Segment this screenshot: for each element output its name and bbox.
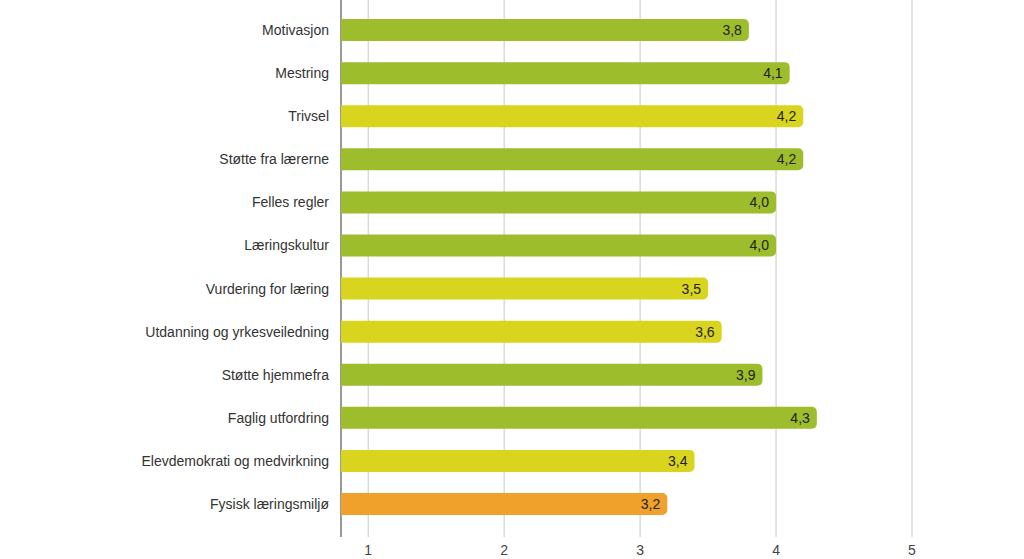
tick-label: 4 (772, 542, 780, 558)
labels: 3,8 Motivasjon 4,1 Mestring 4,2 Trivsel 4,2 Stø… (141, 22, 810, 512)
chart-svg: 1 2 3 4 5 3,8 Motivasjon 4,1 Mestring 4,2 Trivsel 4… (0, 0, 1024, 559)
grid-line (912, 0, 913, 537)
data-label: 3,9 (736, 367, 756, 383)
category-label: Mestring (275, 65, 329, 81)
tick-label: 3 (636, 542, 644, 558)
data-label: 4,2 (777, 108, 797, 124)
data-label: 3,8 (722, 22, 742, 38)
bar (341, 19, 749, 41)
bar (341, 493, 667, 515)
bar (341, 407, 817, 429)
tick-label: 2 (500, 542, 508, 558)
chart-container: 1 2 3 4 5 3,8 Motivasjon 4,1 Mestring 4,2 Trivsel 4… (0, 0, 1024, 559)
category-label: Støtte fra lærerne (219, 151, 329, 167)
category-label: Trivsel (288, 108, 329, 124)
category-label: Vurdering for læring (206, 281, 329, 297)
data-label: 4,3 (790, 410, 810, 426)
bar (341, 191, 776, 213)
data-label: 4,1 (763, 65, 783, 81)
data-label: 3,6 (695, 324, 715, 340)
category-label: Fysisk læringsmiljø (210, 496, 329, 512)
data-label: 3,2 (641, 496, 661, 512)
tick-label: 1 (364, 542, 372, 558)
bar (341, 234, 776, 256)
category-label: Støtte hjemmefra (222, 367, 330, 383)
axis-baseline (341, 537, 912, 538)
tick-label: 5 (908, 542, 916, 558)
bar (341, 62, 790, 84)
bar (341, 105, 803, 127)
category-label: Læringskultur (244, 237, 329, 253)
bar (341, 148, 803, 170)
category-label: Felles regler (252, 194, 329, 210)
data-label: 4,2 (777, 151, 797, 167)
category-label: Utdanning og yrkesveiledning (145, 324, 329, 340)
category-label: Faglig utfordring (228, 410, 329, 426)
category-label: Motivasjon (262, 22, 329, 38)
category-label: Elevdemokrati og medvirkning (141, 453, 329, 469)
bars (341, 19, 817, 515)
data-label: 3,5 (682, 281, 702, 297)
data-label: 4,0 (750, 194, 770, 210)
data-label: 3,4 (668, 453, 688, 469)
bar (341, 450, 694, 472)
bar (341, 364, 762, 386)
bar (341, 321, 722, 343)
data-label: 4,0 (750, 237, 770, 253)
bar (341, 278, 708, 300)
